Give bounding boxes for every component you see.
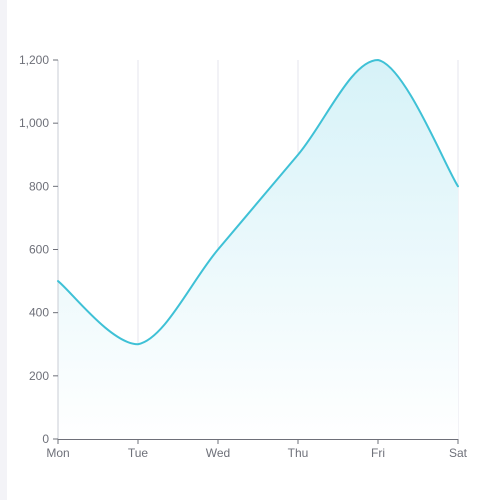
x-tick-label-sat: Sat [449,446,468,460]
area-fill [58,60,458,439]
axes [53,59,459,444]
y-tick-label-600: 600 [29,243,49,257]
side-strip [0,0,7,500]
x-tick-label-thu: Thu [288,446,309,460]
x-axis-tick-labels: Mon Tue Wed Thu Fri Sat [46,446,467,460]
x-tick-label-mon: Mon [46,446,69,460]
y-tick-label-200: 200 [29,369,49,383]
y-tick-label-400: 400 [29,306,49,320]
x-tick-label-tue: Tue [128,446,149,460]
area-fill-group [58,60,458,439]
y-axis-tick-labels: 0 200 400 600 800 1,000 1,200 [19,53,49,446]
y-tick-label-1200: 1,200 [19,53,49,67]
y-tick-label-0: 0 [42,432,49,446]
y-tick-label-1000: 1,000 [19,116,49,130]
y-tick-label-800: 800 [29,179,49,193]
series-line-group [57,59,459,346]
series-line [57,59,459,346]
x-tick-label-fri: Fri [371,446,385,460]
x-tick-label-wed: Wed [206,446,230,460]
